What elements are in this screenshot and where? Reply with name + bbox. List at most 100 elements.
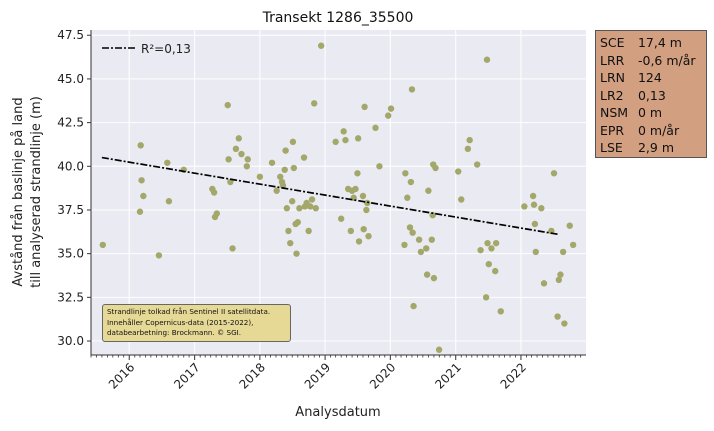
data-point (458, 196, 465, 203)
stat-key: LRN (600, 70, 625, 85)
data-point (317, 42, 325, 49)
data-point (485, 260, 492, 268)
data-point (484, 239, 491, 247)
data-point (557, 271, 564, 278)
data-point (554, 313, 561, 320)
y-tick-label: 42.5 (57, 116, 84, 130)
stat-row-lr2: LR2 0,13 (600, 87, 702, 105)
data-point (337, 215, 345, 222)
stat-key: LRR (600, 52, 625, 68)
data-point (550, 170, 558, 177)
data-point (477, 246, 484, 254)
data-point (360, 225, 367, 233)
stat-key: EPR (600, 122, 625, 138)
stat-value: 0 m (637, 105, 663, 120)
data-source-note: Strandlinje tolkad från Sentinel II sate… (102, 304, 291, 342)
data-point (229, 245, 236, 252)
x-tick-label: 2017 (171, 360, 202, 391)
data-point (408, 86, 416, 93)
data-point (355, 238, 363, 245)
data-point (294, 219, 301, 226)
data-point (417, 248, 425, 256)
data-point (359, 192, 367, 200)
data-point (521, 203, 528, 210)
data-point (430, 274, 438, 282)
data-point (531, 220, 539, 228)
x-tick-label: 2019 (302, 360, 333, 391)
data-point (289, 138, 297, 146)
data-point (140, 192, 147, 200)
data-point (548, 227, 555, 235)
stat-value: 124 (637, 70, 662, 85)
data-point (285, 227, 292, 235)
data-point (99, 241, 106, 249)
data-point (305, 227, 312, 235)
data-point (164, 159, 171, 166)
data-point (347, 227, 355, 235)
data-point (415, 236, 423, 243)
data-point (435, 346, 443, 353)
stat-key: NSM (600, 105, 629, 120)
data-point (244, 156, 251, 163)
data-point (138, 177, 145, 184)
data-point (559, 248, 567, 256)
data-point (361, 103, 368, 111)
data-point (406, 224, 414, 231)
data-point (423, 245, 430, 252)
legend: R²=0,13 (102, 42, 191, 56)
data-point (566, 222, 573, 229)
data-point (530, 201, 538, 208)
data-point (561, 320, 568, 327)
data-point (466, 136, 473, 144)
data-point (482, 294, 490, 301)
data-point (488, 245, 495, 252)
data-point (372, 124, 379, 132)
data-point (384, 112, 392, 119)
data-point (555, 276, 563, 284)
x-tick-label: 2021 (432, 360, 463, 391)
data-point (279, 182, 287, 189)
trend-line-group (101, 156, 559, 236)
x-tick-label: 2020 (367, 360, 398, 391)
data-point (407, 178, 415, 186)
y-tick-label: 32.5 (57, 290, 84, 304)
data-point (300, 154, 308, 161)
data-point (455, 168, 462, 175)
data-point (308, 196, 316, 203)
note-line-1: Strandlinje tolkad från Sentinel II sate… (107, 307, 271, 316)
stat-row-nsm: NSM 0 m (600, 104, 702, 122)
x-tick-label: 2016 (106, 360, 137, 391)
data-point (213, 210, 221, 217)
data-point (404, 194, 411, 201)
data-point (137, 142, 144, 149)
x-axis-title: Analysdatum (295, 405, 380, 420)
data-point (238, 150, 245, 158)
data-point (423, 271, 431, 278)
data-point (307, 203, 314, 210)
stat-value: 2,9 m (637, 140, 675, 155)
statistics-box: SCE 17,4 m LRR -0,6 m/år LRN 124 LR2 0,1… (595, 30, 707, 158)
data-point (268, 159, 276, 166)
data-point (289, 198, 296, 205)
y-tick-label: 35.0 (57, 247, 84, 261)
data-point (410, 302, 417, 310)
data-point (540, 280, 548, 287)
grid-lines (91, 30, 586, 355)
data-point (273, 187, 280, 194)
y-tick-label: 30.0 (57, 334, 84, 348)
data-point (354, 170, 361, 177)
x-tick-labels: 2016 2017 2018 2019 2020 2021 2022 (106, 360, 529, 391)
data-point (293, 250, 300, 257)
data-point (429, 212, 436, 219)
data-point (340, 128, 347, 135)
data-point (155, 252, 163, 259)
data-point (235, 135, 242, 142)
data-point (136, 208, 144, 215)
data-point (409, 229, 416, 236)
y-tick-label: 47.5 (57, 28, 84, 42)
legend-label: R²=0,13 (141, 42, 191, 56)
data-point (332, 138, 339, 146)
data-point (569, 241, 577, 249)
note-line-2: Innehåller Copernicus-data (2015-2022), (107, 317, 254, 327)
